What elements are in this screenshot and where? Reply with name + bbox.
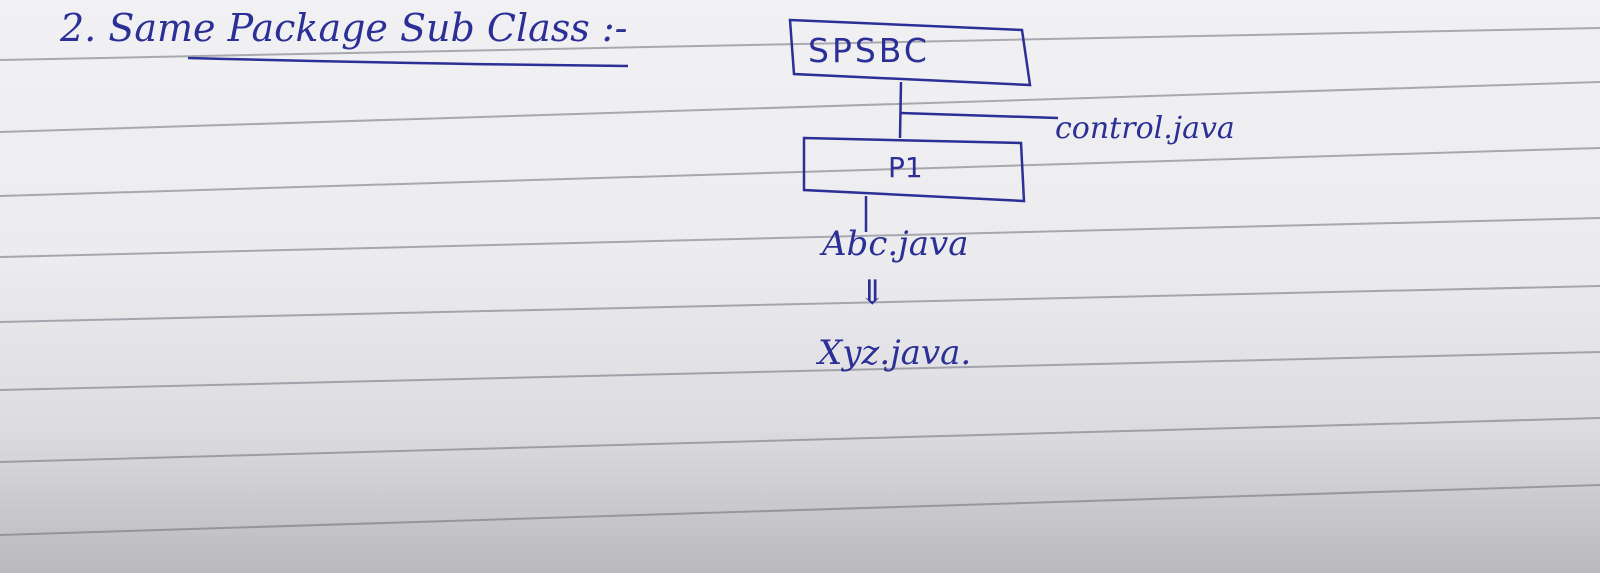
- abc-file-label: Abc.java: [822, 224, 969, 264]
- control-file-label: control.java: [1055, 111, 1235, 146]
- sub-package-label: P1: [888, 151, 923, 184]
- root-package-box: [788, 18, 1032, 87]
- ruled-line: [0, 351, 1600, 391]
- connector-root-to-p1: [898, 81, 903, 139]
- ruled-line: [0, 217, 1600, 258]
- down-arrow-icon: ⇓: [858, 273, 887, 313]
- ruled-line: [0, 484, 1600, 536]
- ruled-line: [0, 147, 1600, 197]
- root-package-label: SPSBC: [808, 31, 930, 70]
- xyz-file-label: Xyz.java.: [818, 333, 972, 373]
- connector-control: [899, 111, 1059, 120]
- ruled-line: [0, 81, 1600, 133]
- ruled-line: [0, 285, 1600, 323]
- sub-package-box: [802, 136, 1026, 203]
- ruled-line: [0, 417, 1600, 463]
- heading-underline: [187, 56, 629, 68]
- heading-text: 2. Same Package Sub Class :-: [60, 6, 628, 50]
- ruled-line: [0, 27, 1600, 61]
